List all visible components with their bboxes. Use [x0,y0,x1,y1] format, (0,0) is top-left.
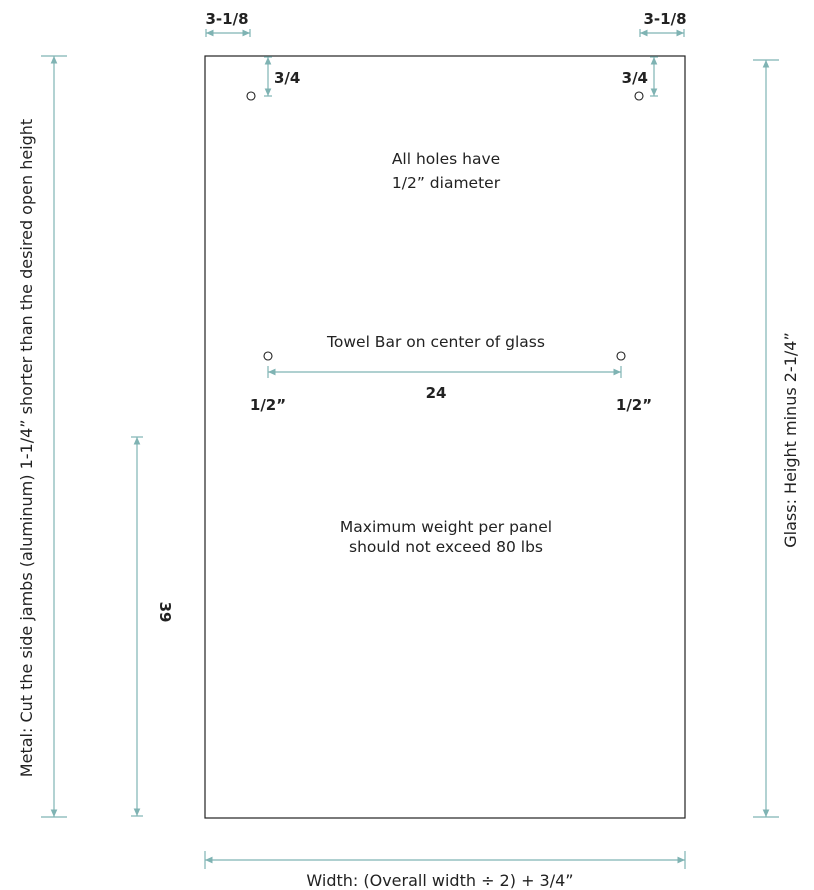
top-left-offset-label: 3-1/8 [205,10,248,28]
glass-height-dimension [753,59,779,818]
glass-height-label: Glass: Height minus 2-1/4” [781,332,800,548]
towel-bar-spacing-dimension [267,366,622,378]
towel-bar-title: Towel Bar on center of glass [326,333,545,351]
top-right-offset-label: 3-1/8 [643,10,686,28]
towel-bar-right-offset-label: 1/2” [616,396,652,414]
width-label: Width: (Overall width ÷ 2) + 3/4” [306,871,573,890]
weight-note-line1: Maximum weight per panel [340,518,552,536]
lower-height-label: 39 [156,602,174,623]
hole-note-line1: All holes have [392,150,500,168]
width-dimension [204,851,686,869]
left-hole-drop-dimension: 3/4 [264,56,300,97]
metal-height-label: Metal: Cut the side jambs (aluminum) 1-1… [17,119,36,777]
left-hole-drop-label: 3/4 [274,69,300,87]
weight-note-line2: should not exceed 80 lbs [349,538,543,556]
towel-bar-left-hole [263,351,273,361]
top-right-offset-dimension: 3-1/8 [639,10,687,37]
lower-height-dimension [131,436,143,817]
right-hole-drop-dimension: 3/4 [622,56,658,97]
top-left-hole [246,91,256,101]
towel-bar-spacing-label: 24 [426,384,447,402]
top-left-offset-dimension: 3-1/8 [205,10,251,37]
right-hole-drop-label: 3/4 [622,69,648,87]
towel-bar-left-offset-label: 1/2” [250,396,286,414]
metal-height-dimension [41,55,67,818]
glass-panel-outline [204,55,686,819]
top-right-hole [634,91,644,101]
hole-note-line2: 1/2” diameter [392,174,501,192]
towel-bar-right-hole [616,351,626,361]
